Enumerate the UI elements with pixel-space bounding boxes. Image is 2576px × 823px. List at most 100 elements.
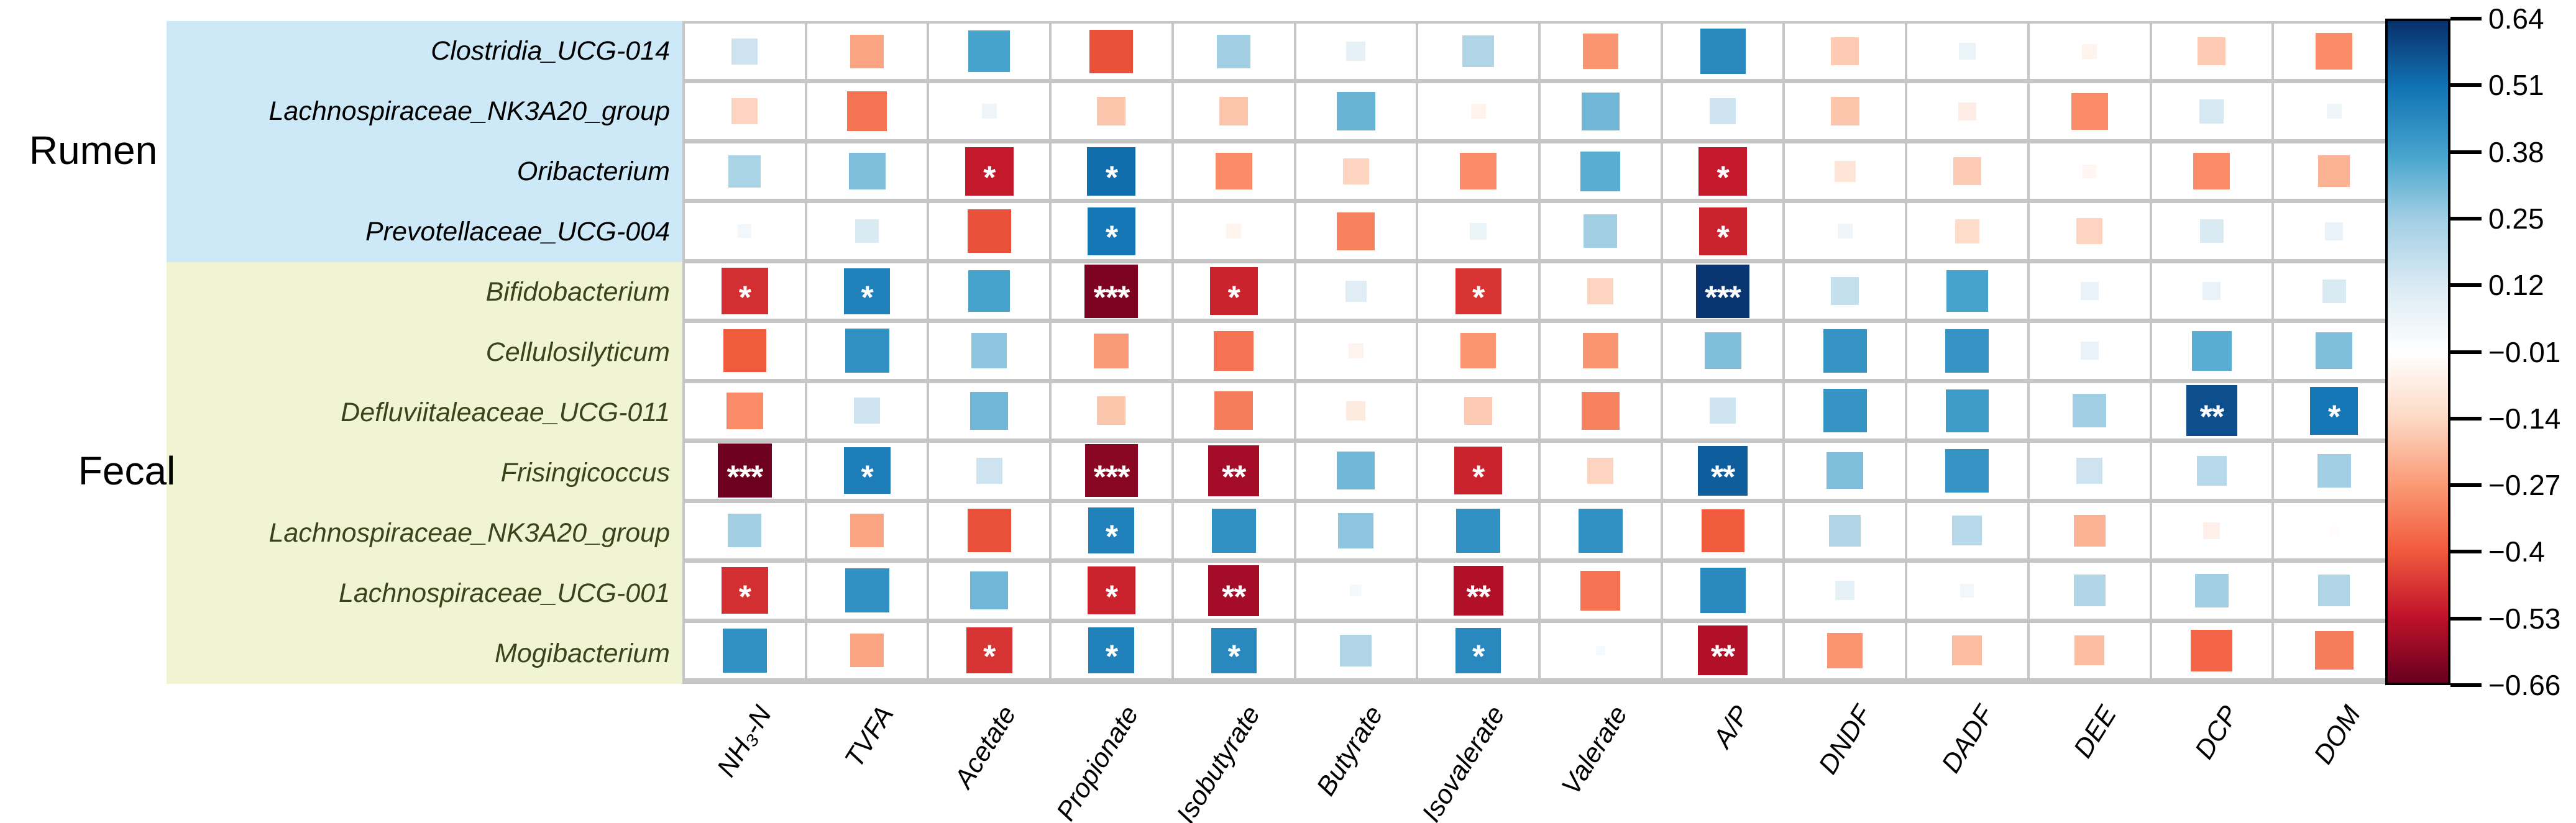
heatmap-cell: [807, 383, 927, 439]
heatmap-cell: [929, 502, 1050, 559]
heatmap-cell: [929, 203, 1050, 259]
row-label: Prevotellaceae_UCG-004: [365, 217, 670, 247]
heatmap-cell: [1173, 24, 1294, 80]
heatmap-cell: *: [2274, 383, 2394, 439]
heatmap-cell: [2274, 83, 2394, 139]
correlation-square: [1226, 224, 1242, 239]
heatmap-cell: [1540, 622, 1661, 678]
correlation-square: [970, 571, 1009, 610]
significance-stars: ***: [1093, 279, 1130, 316]
correlation-square: **: [1208, 565, 1260, 616]
significance-stars: *: [861, 279, 873, 316]
heatmap-cell: [1296, 443, 1416, 499]
heatmap-cell: **: [1662, 622, 1783, 678]
heatmap-cell: *: [1173, 263, 1294, 319]
heatmap-cell: [2274, 143, 2394, 199]
heatmap-cell: [2029, 83, 2150, 139]
correlation-square: [2199, 99, 2224, 124]
heatmap-cell: [1296, 263, 1416, 319]
correlation-square: [848, 153, 886, 190]
correlation-square: *: [1087, 147, 1136, 196]
correlation-square: [1578, 508, 1623, 553]
heatmap-cell: [1662, 323, 1783, 379]
correlation-square: [1831, 37, 1859, 66]
correlation-square: [1219, 97, 1249, 126]
heatmap-cell: [1907, 263, 2027, 319]
correlation-square: [2191, 629, 2233, 671]
significance-stars: *: [1472, 459, 1485, 496]
correlation-square: *: [843, 447, 891, 494]
correlation-square: *: [966, 627, 1012, 674]
correlation-square: [1945, 329, 1989, 373]
correlation-square: [1835, 581, 1855, 601]
heatmap-cell: [2152, 323, 2272, 379]
heatmap-cell: [929, 323, 1050, 379]
heatmap-cell: [1296, 622, 1416, 678]
heatmap-cell: [1540, 323, 1661, 379]
heatmap-cell: [1785, 263, 1905, 319]
correlation-square: [1456, 508, 1501, 553]
correlation-square: [1830, 97, 1859, 126]
heatmap-cell: [1907, 203, 2027, 259]
heatmap-cell: [807, 24, 927, 80]
correlation-square: [1214, 330, 1254, 371]
correlation-square: [981, 104, 997, 119]
heatmap-cell: **: [2152, 383, 2272, 439]
heatmap-cell: [685, 24, 805, 80]
significance-stars: *: [1105, 519, 1118, 555]
correlation-square: [1955, 219, 1979, 243]
significance-stars: **: [1221, 459, 1246, 496]
correlation-square: [1958, 102, 1976, 120]
colorbar-tick-label: −0.01: [2488, 336, 2561, 368]
significance-stars: *: [1472, 279, 1485, 316]
significance-stars: **: [1710, 459, 1735, 496]
correlation-square: [1827, 452, 1864, 489]
correlation-square: *: [1087, 207, 1135, 255]
heatmap-cell: [2029, 622, 2150, 678]
heatmap-cell: [1052, 83, 1171, 139]
correlation-square: [1945, 448, 1989, 493]
correlation-square: [1350, 584, 1362, 597]
significance-stars: *: [738, 279, 751, 316]
colorbar-tick: [2450, 683, 2482, 687]
row-label: Frisingicoccus: [500, 458, 670, 488]
heatmap-cell: [1540, 143, 1661, 199]
heatmap-cell: ***: [1662, 263, 1783, 319]
heatmap-cell: [1052, 383, 1171, 439]
correlation-square: [2076, 457, 2103, 484]
correlation-square: [2074, 635, 2105, 666]
correlation-square: [855, 219, 879, 243]
significance-stars: *: [1105, 639, 1118, 675]
heatmap-cell: [685, 143, 805, 199]
heatmap-cell: [1540, 502, 1661, 559]
correlation-square: [976, 457, 1002, 484]
correlation-square: [1337, 212, 1375, 250]
x-axis-label: Valerate: [1556, 701, 1634, 800]
correlation-square: [738, 224, 752, 239]
row-label: Lachnospiraceae_NK3A20_group: [268, 518, 670, 548]
group-label-fecal: Fecal: [78, 448, 176, 493]
colorbar-tick-label: 0.38: [2488, 136, 2544, 168]
correlation-square: [1338, 512, 1374, 548]
colorbar-tick-label: 0.25: [2488, 202, 2544, 235]
heatmap-cell: ***: [1052, 443, 1171, 499]
heatmap-cell: [2152, 563, 2272, 619]
correlation-square: *: [1455, 268, 1501, 314]
correlation-square: [2071, 93, 2108, 130]
heatmap-cell: *: [685, 263, 805, 319]
heatmap-cell: [929, 443, 1050, 499]
heatmap-cell: [1907, 563, 2027, 619]
correlation-square: [2325, 222, 2344, 240]
heatmap-cell: [2274, 24, 2394, 80]
heatmap-cell: [1907, 323, 2027, 379]
heatmap-cell: [1540, 263, 1661, 319]
rumen-band: [167, 21, 682, 262]
colorbar-tick-label: 0.12: [2488, 269, 2544, 301]
heatmap-cell: *: [807, 443, 927, 499]
correlation-square: [722, 628, 767, 673]
colorbar-tick: [2450, 550, 2482, 553]
correlation-square: **: [1208, 445, 1260, 496]
heatmap-cell: [1662, 83, 1783, 139]
heatmap-cell: [1907, 622, 2027, 678]
heatmap-cell: [1296, 203, 1416, 259]
